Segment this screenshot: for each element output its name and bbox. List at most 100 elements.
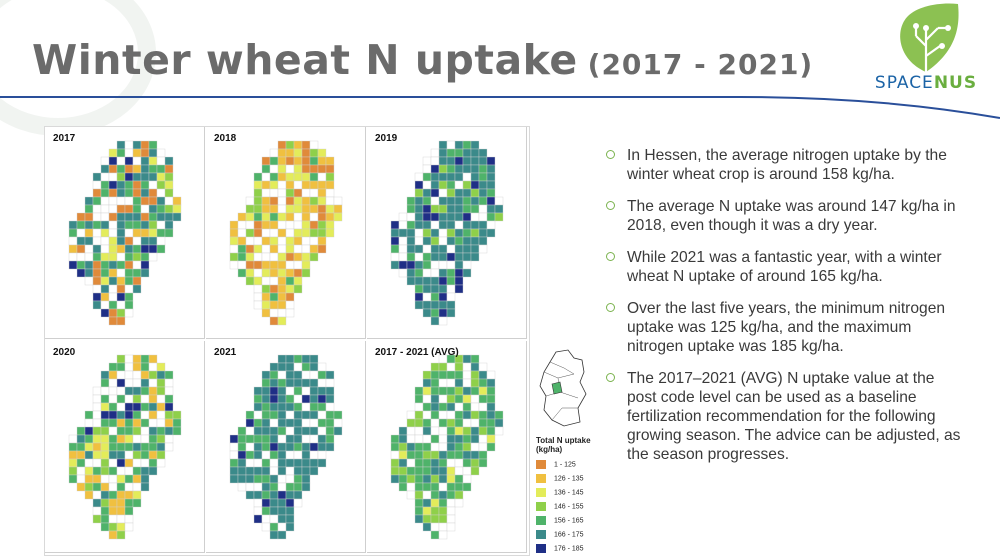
- district-cell: [414, 458, 424, 468]
- district-cell: [253, 244, 263, 254]
- district-cell: [438, 386, 448, 396]
- circle-bullet-icon: [606, 252, 615, 261]
- district-cell: [494, 418, 504, 428]
- district-cell: [438, 490, 448, 500]
- district-cell: [430, 284, 440, 294]
- district-cell: [108, 530, 118, 540]
- district-cell: [454, 252, 464, 262]
- district-cell: [132, 394, 142, 404]
- district-cell: [269, 434, 279, 444]
- district-cell: [237, 252, 247, 262]
- district-cell: [438, 474, 448, 484]
- district-cell: [148, 410, 158, 420]
- district-cell: [253, 204, 263, 214]
- district-cell: [414, 252, 424, 262]
- district-cell: [414, 442, 424, 452]
- map-label: 2017 - 2021 (AVG): [375, 347, 459, 358]
- district-cell: [430, 204, 440, 214]
- district-cell: [116, 244, 126, 254]
- district-cell: [140, 196, 150, 206]
- district-cell: [124, 236, 134, 246]
- district-cell: [414, 212, 424, 222]
- district-cell: [164, 378, 174, 388]
- district-cell: [277, 316, 287, 326]
- district-cell: [124, 164, 134, 174]
- district-cell: [269, 244, 279, 254]
- district-cell: [414, 434, 424, 444]
- district-cell: [140, 180, 150, 190]
- district-cell: [124, 522, 134, 532]
- district-cell: [454, 140, 464, 150]
- district-cell: [100, 252, 110, 262]
- district-cell: [84, 458, 94, 468]
- district-cell: [116, 354, 126, 364]
- district-cell: [414, 394, 424, 404]
- district-cell: [390, 458, 400, 468]
- district-cell: [253, 410, 263, 420]
- district-cell: [293, 386, 303, 396]
- district-cell: [253, 418, 263, 428]
- district-cell: [470, 212, 480, 222]
- district-cell: [140, 252, 150, 262]
- district-cell: [301, 426, 311, 436]
- district-cell: [261, 228, 271, 238]
- district-cell: [237, 220, 247, 230]
- district-cell: [76, 244, 86, 254]
- district-cell: [406, 276, 416, 286]
- district-cell: [446, 482, 456, 492]
- district-cell: [390, 252, 400, 262]
- district-cell: [245, 418, 255, 428]
- map-avg: 2017 - 2021 (AVG): [367, 341, 527, 553]
- district-cell: [132, 482, 142, 492]
- district-cell: [76, 466, 86, 476]
- district-cell: [269, 308, 279, 318]
- district-cell: [430, 268, 440, 278]
- district-cell: [140, 434, 150, 444]
- district-cell: [92, 410, 102, 420]
- district-cell: [116, 530, 126, 540]
- district-cell: [446, 442, 456, 452]
- bullet-item: The 2017–2021 (AVG) N uptake value at th…: [606, 369, 966, 464]
- district-cell: [148, 164, 158, 174]
- circle-bullet-icon: [606, 150, 615, 159]
- district-cell: [140, 378, 150, 388]
- district-cell: [253, 402, 263, 412]
- district-cell: [438, 442, 448, 452]
- district-cell: [317, 220, 327, 230]
- district-cell: [229, 236, 239, 246]
- district-cell: [478, 426, 488, 436]
- district-cell: [132, 386, 142, 396]
- district-cell: [414, 180, 424, 190]
- district-cell: [237, 268, 247, 278]
- district-cell: [237, 260, 247, 270]
- district-cell: [148, 450, 158, 460]
- district-cell: [76, 220, 86, 230]
- district-cell: [462, 442, 472, 452]
- district-cell: [293, 434, 303, 444]
- district-cell: [462, 236, 472, 246]
- district-cell: [261, 196, 271, 206]
- district-cell: [446, 402, 456, 412]
- district-cell: [277, 252, 287, 262]
- district-cell: [100, 474, 110, 484]
- district-cell: [285, 196, 295, 206]
- district-cell: [132, 148, 142, 158]
- map-label: 2018: [214, 133, 237, 144]
- district-cell: [454, 204, 464, 214]
- district-cell: [245, 490, 255, 500]
- district-cell: [325, 204, 335, 214]
- district-cell: [470, 418, 480, 428]
- district-cell: [277, 196, 287, 206]
- district-cell: [76, 482, 86, 492]
- district-cell: [438, 244, 448, 254]
- district-cell: [245, 228, 255, 238]
- district-cell: [470, 354, 480, 364]
- district-cell: [84, 442, 94, 452]
- district-cell: [261, 402, 271, 412]
- district-cell: [454, 276, 464, 286]
- district-cell: [261, 426, 271, 436]
- district-cell: [478, 212, 488, 222]
- district-cell: [229, 474, 239, 484]
- district-cell: [478, 410, 488, 420]
- district-cell: [140, 466, 150, 476]
